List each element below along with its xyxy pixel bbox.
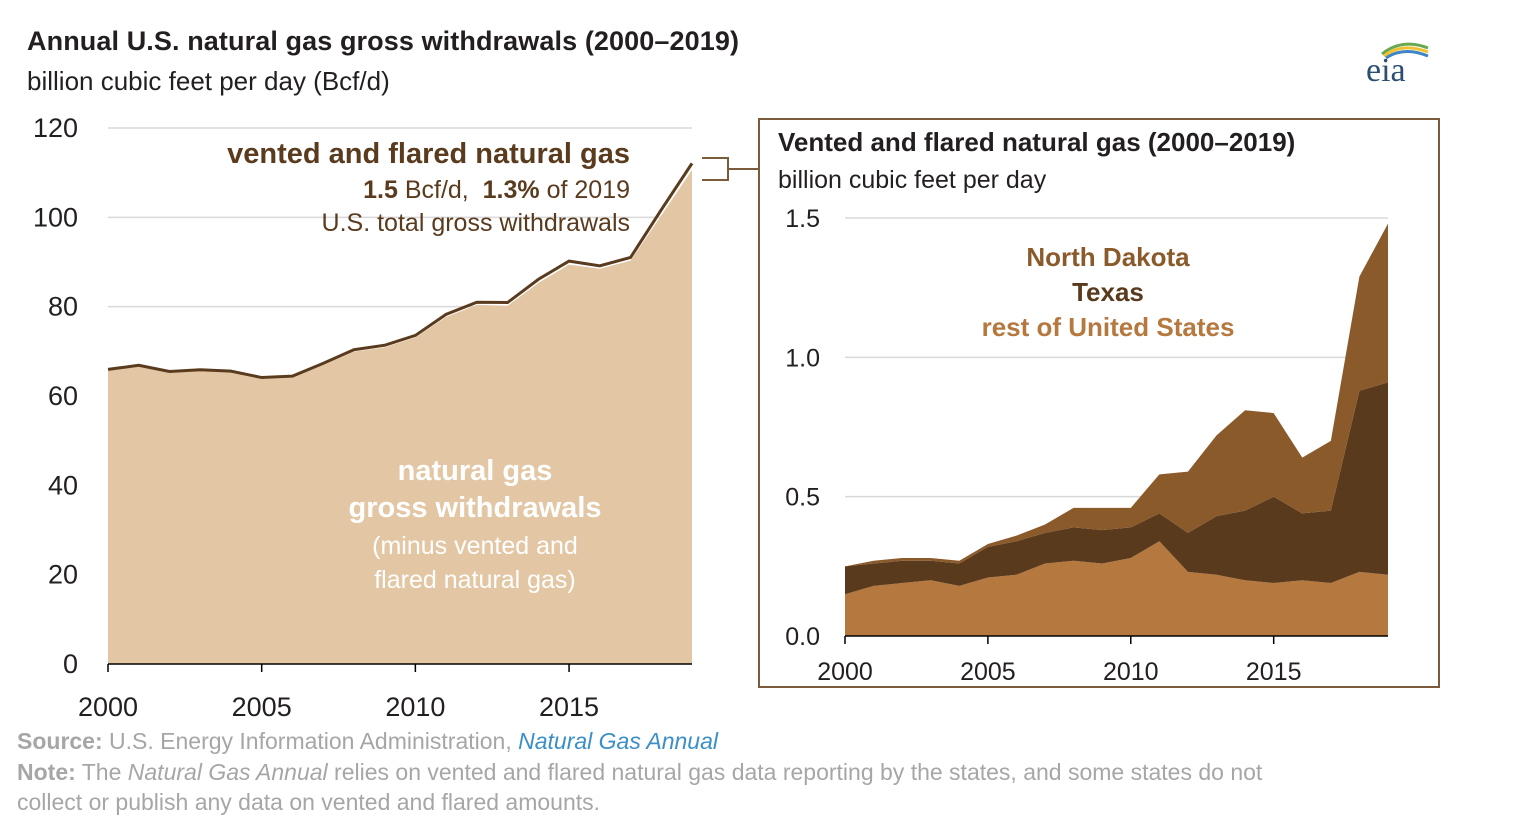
note-label: Note: [17, 759, 76, 785]
x-tick-label: 2005 [960, 658, 1016, 686]
x-tick-label: 2015 [1246, 658, 1302, 686]
note-pre: The [75, 759, 128, 785]
rest-of-us-area [845, 541, 1388, 636]
y-tick-label: 0 [63, 649, 78, 679]
vented-flared-line [107, 162, 694, 380]
x-tick-label: 2005 [232, 692, 292, 722]
y-tick-label: 0.5 [785, 484, 820, 512]
chart-subtitle: billion cubic feet per day (Bcf/d) [27, 66, 390, 96]
y-tick-label: 1.5 [785, 205, 820, 233]
pct-bold: 1.3% [482, 176, 540, 204]
inset-subtitle: billion cubic feet per day [778, 166, 1047, 194]
x-tick-label: 2010 [385, 692, 445, 722]
texas-area [845, 382, 1388, 595]
y-tick-label: 20 [48, 560, 78, 590]
note-rest: relies on vented and flared natural gas … [327, 759, 1263, 785]
inset-frame [758, 118, 1440, 688]
chart-title: Annual U.S. natural gas gross withdrawal… [27, 26, 740, 56]
pct-tail: of 2019 [539, 176, 630, 204]
y-tick-label: 100 [33, 202, 78, 232]
vented-flared-context: U.S. total gross withdrawals [321, 209, 630, 237]
y-tick-label: 40 [48, 470, 78, 500]
value-unit: Bcf/d, [397, 176, 483, 204]
x-tick-label: 2010 [1103, 658, 1159, 686]
note-italic: Natural Gas Annual [127, 759, 328, 785]
source-label: Source: [17, 728, 103, 754]
source-line: Source: U.S. Energy Information Administ… [17, 728, 718, 755]
vented-flared-value: 1.5 Bcf/d, 1.3% of 2019 [0, 176, 630, 205]
area-label-line4: flared natural gas) [374, 566, 576, 594]
note-line2: collect or publish any data on vented an… [17, 789, 601, 815]
legend-north-dakota: North Dakota [1026, 242, 1190, 272]
y-tick-label: 120 [33, 113, 78, 143]
inset-title: Vented and flared natural gas (2000–2019… [778, 127, 1296, 157]
y-tick-label: 1.0 [785, 344, 820, 372]
value-bold: 1.5 [363, 176, 398, 204]
source-link[interactable]: Natural Gas Annual [518, 728, 718, 754]
eia-logo-icon [1381, 42, 1429, 60]
area-label-line1: natural gas [397, 455, 553, 487]
x-tick-label: 2000 [817, 658, 873, 686]
note-line1: Note: The Natural Gas Annual relies on v… [17, 759, 1262, 786]
area-label-line2: gross withdrawals [348, 492, 602, 524]
x-tick-label: 2000 [78, 692, 138, 722]
north-dakota-area [845, 223, 1388, 567]
y-tick-label: 80 [48, 292, 78, 322]
legend-texas: Texas [1072, 277, 1144, 307]
eia-logo-text: eia [1366, 52, 1406, 89]
gross-withdrawals-area [108, 169, 692, 664]
source-text: U.S. Energy Information Administration, [102, 728, 519, 754]
x-tick-label: 2015 [539, 692, 599, 722]
y-tick-label: 0.0 [785, 623, 820, 651]
area-label-line3: (minus vented and [372, 532, 578, 560]
legend-rest-of-us: rest of United States [981, 312, 1235, 342]
y-tick-label: 60 [48, 381, 78, 411]
vented-flared-label: vented and flared natural gas [227, 138, 630, 170]
inset-connector [702, 157, 760, 181]
